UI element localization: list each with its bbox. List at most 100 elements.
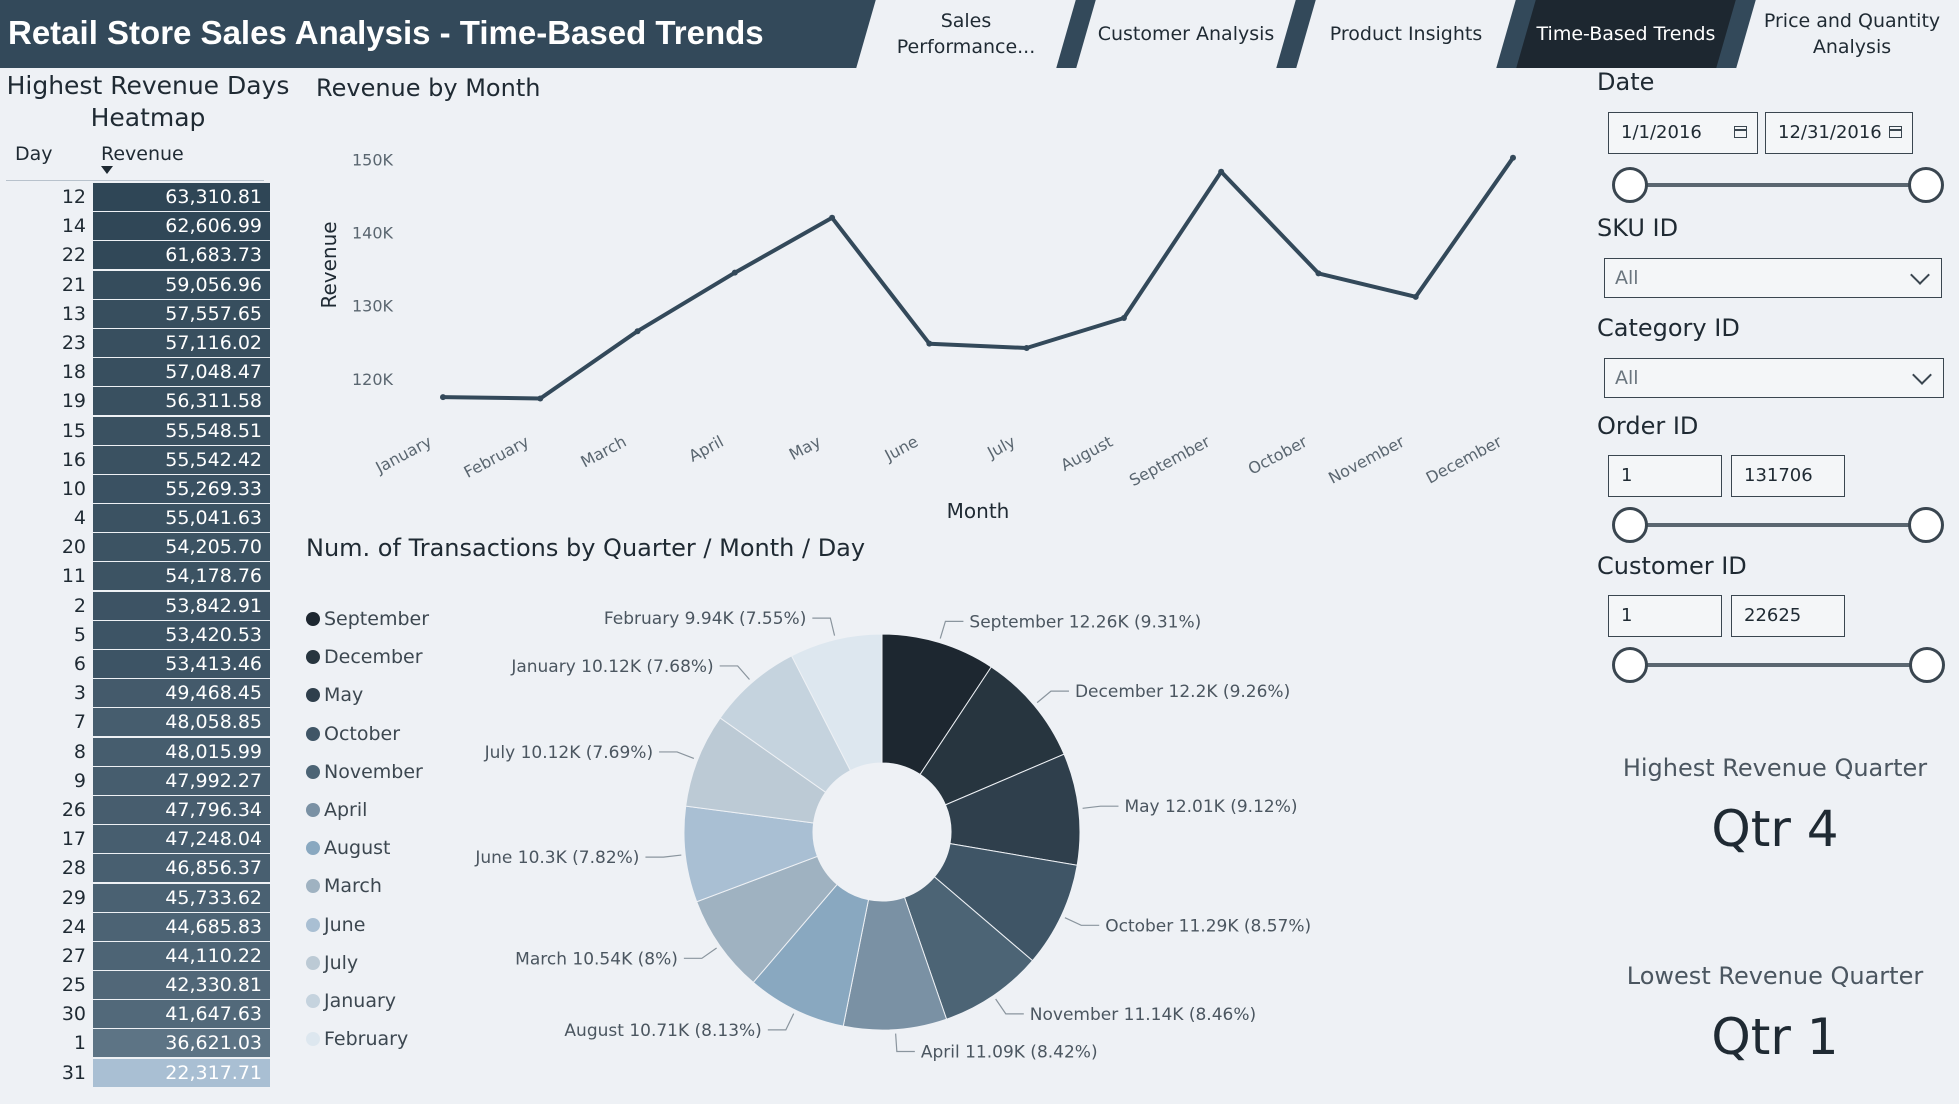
column-header-revenue[interactable]: Revenue: [101, 143, 184, 165]
revenue-cell: 55,041.63: [93, 504, 270, 533]
order-max-input[interactable]: 131706: [1731, 455, 1845, 497]
legend-item[interactable]: October: [306, 719, 429, 757]
table-row[interactable]: 30 41,647.63: [6, 1000, 270, 1029]
table-row[interactable]: 21 59,056.96: [6, 270, 270, 300]
legend-item[interactable]: December: [306, 642, 429, 680]
data-point[interactable]: [1120, 315, 1127, 322]
table-row[interactable]: 19 56,311.58: [6, 387, 270, 416]
category-dropdown[interactable]: All: [1604, 358, 1944, 398]
date-slider-track[interactable]: [1630, 183, 1926, 187]
sort-descending-icon[interactable]: [101, 166, 113, 174]
date-start-input[interactable]: 1/1/2016: [1608, 112, 1758, 154]
table-row[interactable]: 13 57,557.65: [6, 299, 270, 329]
legend-item[interactable]: February: [306, 1024, 429, 1062]
customer-min-value: 1: [1621, 605, 1633, 626]
table-row[interactable]: 23 57,116.02: [6, 328, 270, 358]
date-slider-max-handle[interactable]: [1908, 167, 1944, 203]
table-row[interactable]: 27 44,110.22: [6, 941, 270, 971]
data-point[interactable]: [829, 214, 836, 221]
table-row[interactable]: 17 47,248.04: [6, 825, 270, 854]
sku-slicer-title: SKU ID: [1597, 214, 1679, 242]
data-point[interactable]: [731, 269, 738, 276]
order-min-input[interactable]: 1: [1608, 455, 1722, 497]
table-row[interactable]: 7 48,058.85: [6, 708, 270, 737]
donut-slice[interactable]: [790, 633, 883, 772]
data-point[interactable]: [1315, 270, 1322, 277]
legend-item[interactable]: March: [306, 871, 429, 909]
revenue-series-line[interactable]: [442, 156, 1515, 401]
tab-label: Price and Quantity Analysis: [1763, 10, 1941, 58]
customer-max-input[interactable]: 22625: [1731, 595, 1845, 637]
legend-item[interactable]: April: [306, 795, 429, 833]
day-cell: 5: [73, 623, 86, 646]
legend-item[interactable]: September: [306, 604, 429, 642]
table-row[interactable]: 3 49,468.45: [6, 679, 270, 708]
data-point[interactable]: [440, 394, 446, 401]
tab-price-quantity-analysis[interactable]: Price and Quantity Analysis: [1736, 0, 1959, 68]
date-end-input[interactable]: 12/31/2016: [1765, 112, 1913, 154]
tab-time-based-trends[interactable]: Time-Based Trends: [1516, 0, 1736, 68]
order-slider-min-handle[interactable]: [1612, 507, 1648, 543]
data-point[interactable]: [537, 395, 544, 402]
table-row[interactable]: 5 53,420.53: [6, 620, 270, 650]
order-slider-max-handle[interactable]: [1908, 507, 1944, 543]
table-row[interactable]: 20 54,205.70: [6, 533, 270, 562]
column-header-day[interactable]: Day: [15, 143, 53, 165]
table-row[interactable]: 8 48,015.99: [6, 737, 270, 767]
legend-item[interactable]: November: [306, 757, 429, 795]
table-row[interactable]: 15 55,548.51: [6, 416, 270, 446]
table-row[interactable]: 14 62,606.99: [6, 212, 270, 241]
table-row[interactable]: 24 44,685.83: [6, 912, 270, 942]
slice-data-label: November 11.14K (8.46%): [1030, 1005, 1256, 1025]
sku-dropdown[interactable]: All: [1604, 258, 1942, 298]
table-row[interactable]: 11 54,178.76: [6, 562, 270, 591]
data-point[interactable]: [1412, 293, 1419, 300]
order-slider-track[interactable]: [1630, 523, 1926, 527]
x-tick-label: November: [1325, 432, 1408, 488]
legend-item[interactable]: July: [306, 948, 429, 986]
tab-product-insights[interactable]: Product Insights: [1296, 0, 1516, 68]
table-row[interactable]: 25 42,330.81: [6, 971, 270, 1000]
data-point[interactable]: [634, 328, 641, 335]
data-point[interactable]: [1510, 154, 1516, 161]
table-row[interactable]: 2 53,842.91: [6, 591, 270, 621]
data-point[interactable]: [926, 340, 933, 347]
table-row[interactable]: 31 22,317.71: [6, 1058, 270, 1088]
customer-slider-track[interactable]: [1630, 663, 1928, 667]
table-row[interactable]: 29 45,733.62: [6, 883, 270, 913]
legend-item[interactable]: January: [306, 986, 429, 1024]
chevron-down-icon[interactable]: [1910, 265, 1930, 285]
customer-slider-max-handle[interactable]: [1909, 647, 1945, 683]
calendar-icon[interactable]: [1734, 126, 1747, 138]
legend-label: August: [324, 837, 391, 860]
revenue-cell: 55,269.33: [93, 474, 270, 503]
table-row[interactable]: 22 61,683.73: [6, 241, 270, 270]
date-slider-min-handle[interactable]: [1612, 167, 1648, 203]
table-row[interactable]: 16 55,542.42: [6, 445, 270, 475]
calendar-icon[interactable]: [1889, 126, 1902, 138]
table-row[interactable]: 12 63,310.81: [6, 183, 270, 212]
table-row[interactable]: 10 55,269.33: [6, 474, 270, 504]
data-point[interactable]: [1218, 168, 1225, 175]
table-row[interactable]: 28 46,856.37: [6, 854, 270, 883]
revenue-cell: 45,733.62: [93, 883, 270, 912]
legend-item[interactable]: June: [306, 910, 429, 948]
tab-label: Time-Based Trends: [1536, 23, 1716, 45]
data-point[interactable]: [1023, 345, 1030, 352]
day-cell: 20: [61, 536, 86, 559]
table-row[interactable]: 1 36,621.03: [6, 1029, 270, 1058]
tab-customer-analysis[interactable]: Customer Analysis: [1076, 0, 1296, 68]
legend-item[interactable]: August: [306, 833, 429, 871]
table-row[interactable]: 9 47,992.27: [6, 766, 270, 796]
customer-min-input[interactable]: 1: [1608, 595, 1722, 637]
table-row[interactable]: 4 55,041.63: [6, 504, 270, 533]
table-row[interactable]: 6 53,413.46: [6, 650, 270, 679]
slice-data-label: May 12.01K (9.12%): [1124, 797, 1297, 817]
table-row[interactable]: 18 57,048.47: [6, 358, 270, 387]
tab-sales-performance[interactable]: Sales Performance...: [856, 0, 1076, 68]
revenue-cell: 46,856.37: [93, 854, 270, 883]
customer-slider-min-handle[interactable]: [1612, 647, 1648, 683]
table-row[interactable]: 26 47,796.34: [6, 795, 270, 825]
legend-item[interactable]: May: [306, 680, 429, 718]
chevron-down-icon[interactable]: [1912, 365, 1932, 385]
